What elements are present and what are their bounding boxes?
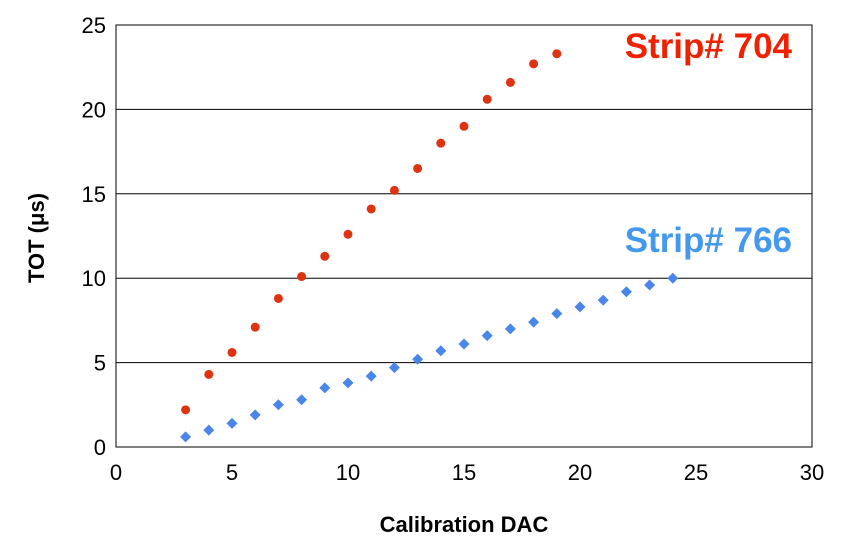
x-tick-label-5: 5 bbox=[226, 460, 238, 485]
data-point-strip-704-12 bbox=[459, 121, 469, 131]
data-point-strip-704-8 bbox=[366, 204, 376, 214]
x-axis-title: Calibration DAC bbox=[380, 512, 549, 537]
series-label-strip-704: Strip# 704 bbox=[625, 27, 793, 66]
data-point-strip-766-20 bbox=[644, 279, 656, 291]
data-point-strip-766-12 bbox=[458, 338, 470, 350]
data-point-strip-704-2 bbox=[227, 347, 237, 357]
y-tick-label-20: 20 bbox=[82, 97, 106, 122]
data-point-strip-766-15 bbox=[528, 316, 540, 328]
x-tick-label-15: 15 bbox=[452, 460, 476, 485]
data-point-strip-704-1 bbox=[204, 369, 214, 379]
data-point-strip-766-17 bbox=[574, 301, 586, 313]
data-point-strip-766-6 bbox=[319, 382, 331, 394]
y-tick-label-5: 5 bbox=[94, 351, 106, 376]
data-point-strip-704-16 bbox=[552, 49, 562, 59]
data-point-strip-766-11 bbox=[435, 345, 447, 357]
y-tick-label-0: 0 bbox=[94, 435, 106, 460]
x-tick-label-30: 30 bbox=[800, 460, 824, 485]
data-point-strip-766-4 bbox=[272, 399, 284, 411]
x-tick-label-25: 25 bbox=[684, 460, 708, 485]
data-point-strip-766-2 bbox=[226, 417, 238, 429]
data-point-strip-766-0 bbox=[180, 431, 192, 443]
data-point-strip-766-21 bbox=[667, 272, 679, 284]
data-point-strip-766-1 bbox=[203, 424, 215, 436]
data-point-strip-704-10 bbox=[413, 163, 423, 173]
x-tick-label-0: 0 bbox=[110, 460, 122, 485]
grid-lines bbox=[116, 108, 812, 364]
data-point-strip-704-3 bbox=[250, 322, 260, 332]
data-point-strip-766-8 bbox=[365, 370, 377, 382]
data-point-strip-766-7 bbox=[342, 377, 354, 389]
data-point-strip-704-11 bbox=[436, 138, 446, 148]
data-point-strip-704-14 bbox=[505, 77, 515, 87]
data-point-strip-766-5 bbox=[296, 394, 308, 406]
y-axis-tick-labels: 0 5 10 15 20 25 bbox=[82, 13, 106, 460]
y-axis-title: TOT (μs) bbox=[24, 193, 49, 283]
data-point-strip-704-13 bbox=[482, 94, 492, 104]
x-tick-label-10: 10 bbox=[336, 460, 360, 485]
y-tick-label-25: 25 bbox=[82, 13, 106, 38]
data-point-strip-704-7 bbox=[343, 229, 353, 239]
data-point-strip-766-10 bbox=[412, 353, 424, 365]
data-point-strip-704-6 bbox=[320, 251, 330, 261]
data-point-strip-766-3 bbox=[249, 409, 261, 421]
data-point-strip-766-16 bbox=[551, 308, 563, 320]
data-points bbox=[180, 49, 679, 443]
data-point-strip-766-19 bbox=[620, 286, 632, 298]
y-tick-label-10: 10 bbox=[82, 266, 106, 291]
data-point-strip-766-9 bbox=[388, 362, 400, 374]
data-point-strip-766-14 bbox=[504, 323, 516, 335]
data-point-strip-766-18 bbox=[597, 294, 609, 306]
data-point-strip-704-5 bbox=[297, 272, 307, 282]
x-tick-label-20: 20 bbox=[568, 460, 592, 485]
series-label-strip-766: Strip# 766 bbox=[625, 221, 792, 260]
x-axis-tick-labels: 0 5 10 15 20 25 30 bbox=[110, 460, 824, 485]
data-point-strip-704-4 bbox=[273, 293, 283, 303]
plot-area-frame bbox=[115, 24, 813, 448]
y-tick-label-15: 15 bbox=[82, 182, 106, 207]
data-point-strip-704-0 bbox=[181, 405, 191, 415]
data-point-strip-704-9 bbox=[389, 185, 399, 195]
data-point-strip-766-13 bbox=[481, 330, 493, 342]
data-point-strip-704-15 bbox=[529, 59, 539, 69]
